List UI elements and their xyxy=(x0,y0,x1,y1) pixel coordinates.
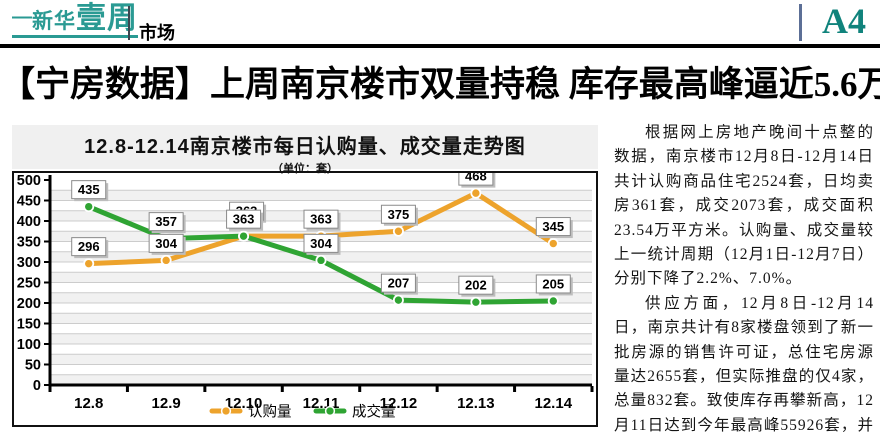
value-label: 304 xyxy=(155,236,177,251)
value-label: 304 xyxy=(310,236,332,251)
chart-frame: 0 50 100 150 200 250 300 350 400 450 500 12.8 12.9 12… xyxy=(12,166,598,427)
value-label: 375 xyxy=(388,207,410,222)
y-axis-label: 450 xyxy=(17,194,41,210)
value-label: 435 xyxy=(78,182,100,197)
x-axis-label: 12.10 xyxy=(225,395,263,412)
newspaper-logo: — 新华 壹周 xyxy=(12,2,138,38)
legend-label-0: 认购量 xyxy=(248,404,292,421)
trend-chart: 0 50 100 150 200 250 300 350 400 450 500 12.8 12.9 12… xyxy=(17,166,594,421)
masthead: — 新华 壹周 市场 A4 xyxy=(0,0,880,48)
y-axis-label: 300 xyxy=(17,255,41,271)
legend-label-1: 成交量 xyxy=(352,403,396,421)
article-paragraph: 供应方面，12月8日-12月14日，南京共计有8家楼盘领到了新一批房源的销售许可… xyxy=(614,294,874,434)
data-point xyxy=(547,238,559,250)
data-point xyxy=(160,254,172,266)
article-paragraph: 根据网上房地产晚间十点整的数据，南京楼市12月8日-12月14日共计认购商品住宅… xyxy=(614,124,874,288)
data-point xyxy=(547,295,559,307)
chart-title: 12.8-12.14南京楼市每日认购量、成交量走势图 xyxy=(84,136,526,158)
x-axis-label: 12.14 xyxy=(535,395,573,412)
plot-band xyxy=(50,354,592,365)
x-axis-label: 12.9 xyxy=(152,395,181,412)
data-point xyxy=(238,230,250,242)
masthead-rule xyxy=(0,44,880,48)
value-label-box xyxy=(226,209,262,229)
value-label: 207 xyxy=(388,276,410,291)
y-axis-label: 0 xyxy=(33,378,41,394)
y-axis-label: 350 xyxy=(17,235,41,251)
plot-band xyxy=(50,313,592,324)
value-label-box xyxy=(380,204,416,224)
plot-band xyxy=(50,190,592,201)
section-label: 市场 xyxy=(139,23,175,43)
value-label-box xyxy=(458,275,494,295)
chart-panel: 12.8-12.14南京楼市每日认购量、成交量走势图 （单位：套） 0 50 100… xyxy=(12,125,598,427)
value-label-box xyxy=(535,217,571,237)
value-label: 357 xyxy=(155,214,177,229)
legend-marker-0 xyxy=(220,405,232,417)
value-label: 468 xyxy=(465,173,487,184)
y-axis-label: 400 xyxy=(17,214,41,230)
masthead-divider xyxy=(128,6,130,40)
value-label-box xyxy=(380,273,416,293)
plot-band xyxy=(50,333,592,344)
value-label: 363 xyxy=(233,212,255,227)
data-point xyxy=(315,254,327,266)
data-point xyxy=(83,201,95,213)
x-axis-label: 12.8 xyxy=(74,395,103,412)
value-label-box xyxy=(303,209,339,229)
value-label: 296 xyxy=(78,239,100,254)
value-label-box xyxy=(535,274,571,294)
page-number-divider xyxy=(799,4,802,41)
data-point xyxy=(83,258,95,270)
logo-text-prefix: 新华 xyxy=(32,10,76,34)
value-label: 202 xyxy=(465,278,487,293)
data-point xyxy=(470,187,482,199)
value-label: 345 xyxy=(542,219,564,234)
page-number: A4 xyxy=(822,1,866,41)
plot-band xyxy=(50,292,592,303)
value-label-box xyxy=(148,212,184,232)
x-axis-label: 12.12 xyxy=(380,395,418,412)
data-point xyxy=(470,296,482,308)
value-label-box xyxy=(71,237,107,257)
y-axis-label: 100 xyxy=(17,337,41,353)
value-label-box xyxy=(148,233,184,253)
value-label: 205 xyxy=(542,276,564,291)
legend-marker-1 xyxy=(324,405,336,417)
plot-band xyxy=(50,272,592,283)
chart-subtitle: （单位：套） xyxy=(272,163,338,175)
plot-band xyxy=(50,374,592,385)
chart-title-band: 12.8-12.14南京楼市每日认购量、成交量走势图 （单位：套） xyxy=(12,125,598,175)
logo-dash: — xyxy=(12,5,32,28)
value-label: 363 xyxy=(310,212,332,227)
y-axis-label: 500 xyxy=(17,173,41,189)
data-point xyxy=(392,225,404,237)
logo-text-suffix: 壹周 xyxy=(76,2,138,35)
y-axis-label: 150 xyxy=(17,317,41,333)
article: 根据网上房地产晚间十点整的数据，南京楼市12月8日-12月14日共计认购商品住宅… xyxy=(614,121,874,440)
x-axis-label: 12.13 xyxy=(457,395,495,412)
headline: 【宁房数据】上周南京楼市双量持稳 库存最高峰逼近5.6万 xyxy=(0,65,880,104)
value-label-box xyxy=(71,180,107,200)
y-axis-label: 200 xyxy=(17,296,41,312)
value-label-box xyxy=(303,233,339,253)
y-axis-label: 50 xyxy=(25,358,41,374)
y-axis-label: 250 xyxy=(17,276,41,292)
data-point xyxy=(392,294,404,306)
